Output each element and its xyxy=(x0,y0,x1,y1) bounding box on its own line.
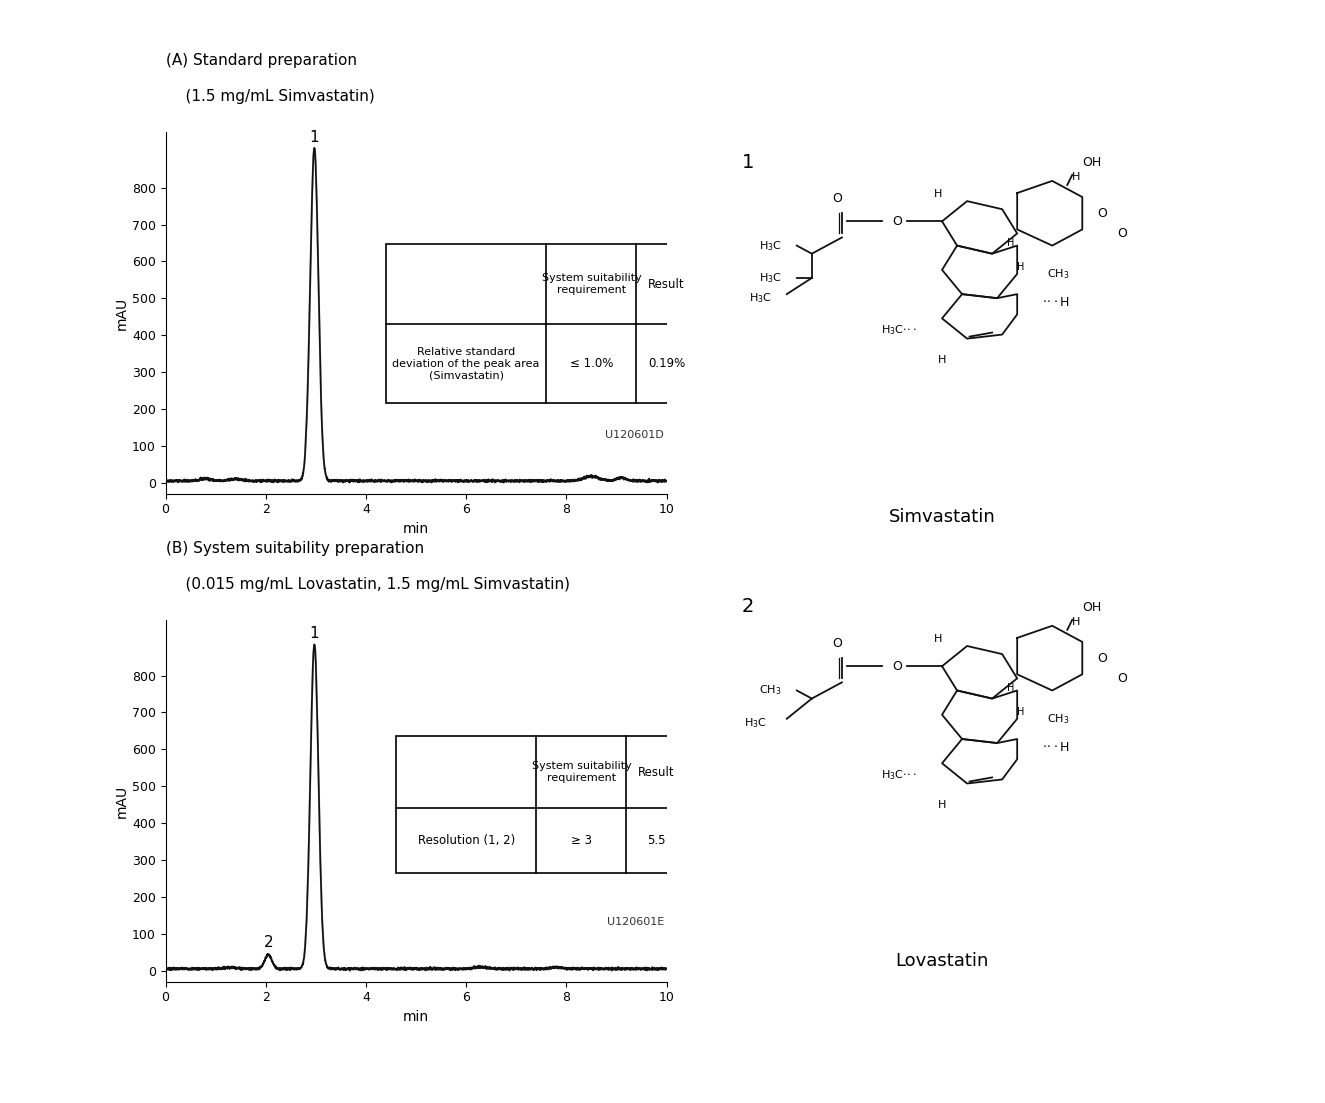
Text: H$_3$C: H$_3$C xyxy=(759,271,782,285)
Text: H: H xyxy=(938,355,946,365)
Bar xyxy=(396,736,686,874)
Text: H: H xyxy=(934,634,942,644)
Text: H: H xyxy=(1007,237,1015,247)
Text: H: H xyxy=(938,800,946,810)
Text: H$_3$C: H$_3$C xyxy=(759,238,782,253)
Text: CH$_3$: CH$_3$ xyxy=(1047,267,1069,281)
Text: O: O xyxy=(832,192,841,205)
Text: Simvastatin: Simvastatin xyxy=(889,507,995,525)
Text: O: O xyxy=(832,638,841,650)
Text: (1.5 mg/mL Simvastatin): (1.5 mg/mL Simvastatin) xyxy=(166,89,375,104)
Y-axis label: mAU: mAU xyxy=(115,297,129,330)
Text: H$_3$C$\cdot\!\cdot\!\cdot$: H$_3$C$\cdot\!\cdot\!\cdot$ xyxy=(881,769,917,782)
Y-axis label: mAU: mAU xyxy=(115,784,129,817)
Text: OH: OH xyxy=(1083,601,1101,613)
Text: ≥ 3: ≥ 3 xyxy=(571,834,592,847)
Text: 2: 2 xyxy=(742,598,754,617)
Text: CH$_3$: CH$_3$ xyxy=(1047,711,1069,726)
Text: Relative standard
deviation of the peak area
(Simvastatin): Relative standard deviation of the peak … xyxy=(392,347,539,381)
Text: 1: 1 xyxy=(310,130,319,146)
Text: U120601D: U120601D xyxy=(606,429,664,440)
Text: (0.015 mg/mL Lovastatin, 1.5 mg/mL Simvastatin): (0.015 mg/mL Lovastatin, 1.5 mg/mL Simva… xyxy=(166,577,570,592)
Text: O: O xyxy=(892,660,902,673)
Text: O: O xyxy=(892,215,902,228)
X-axis label: min: min xyxy=(403,522,429,536)
Text: 5.5: 5.5 xyxy=(648,834,665,847)
Text: H: H xyxy=(1072,617,1081,627)
Text: H: H xyxy=(934,189,942,199)
Text: Lovastatin: Lovastatin xyxy=(896,953,988,971)
Text: O: O xyxy=(1117,227,1128,240)
Text: $\cdot\!\cdot\!\cdot$H: $\cdot\!\cdot\!\cdot$H xyxy=(1043,296,1071,309)
Text: 2: 2 xyxy=(264,935,273,951)
Text: Resolution (1, 2): Resolution (1, 2) xyxy=(417,834,515,847)
Text: H: H xyxy=(1072,172,1081,182)
Text: System suitability
requirement: System suitability requirement xyxy=(542,274,641,295)
Text: H: H xyxy=(1018,261,1024,272)
Text: H: H xyxy=(1018,707,1024,717)
Text: H: H xyxy=(1007,683,1015,693)
Text: H$_3$C$\cdot\!\cdot\!\cdot$: H$_3$C$\cdot\!\cdot\!\cdot$ xyxy=(881,323,917,338)
Text: System suitability
requirement: System suitability requirement xyxy=(531,761,631,783)
Text: 1: 1 xyxy=(742,152,754,172)
Text: Result: Result xyxy=(639,765,674,779)
Text: (A) Standard preparation: (A) Standard preparation xyxy=(166,53,356,68)
Text: 1: 1 xyxy=(310,625,319,641)
Text: 0.19%: 0.19% xyxy=(648,357,685,371)
Text: OH: OH xyxy=(1083,156,1101,169)
Text: O: O xyxy=(1097,652,1108,665)
Text: $\cdot\!\cdot\!\cdot$H: $\cdot\!\cdot\!\cdot$H xyxy=(1043,740,1071,753)
X-axis label: min: min xyxy=(403,1010,429,1024)
Text: O: O xyxy=(1097,206,1108,219)
Text: H$_3$C: H$_3$C xyxy=(743,716,767,730)
Text: ≤ 1.0%: ≤ 1.0% xyxy=(570,357,613,371)
Text: CH$_3$: CH$_3$ xyxy=(759,684,782,697)
Text: O: O xyxy=(1117,672,1128,685)
Text: (B) System suitability preparation: (B) System suitability preparation xyxy=(166,540,424,556)
Text: H$_3$C: H$_3$C xyxy=(749,291,771,306)
Bar xyxy=(386,245,697,404)
Text: Result: Result xyxy=(648,278,685,291)
Text: U120601E: U120601E xyxy=(607,918,664,928)
